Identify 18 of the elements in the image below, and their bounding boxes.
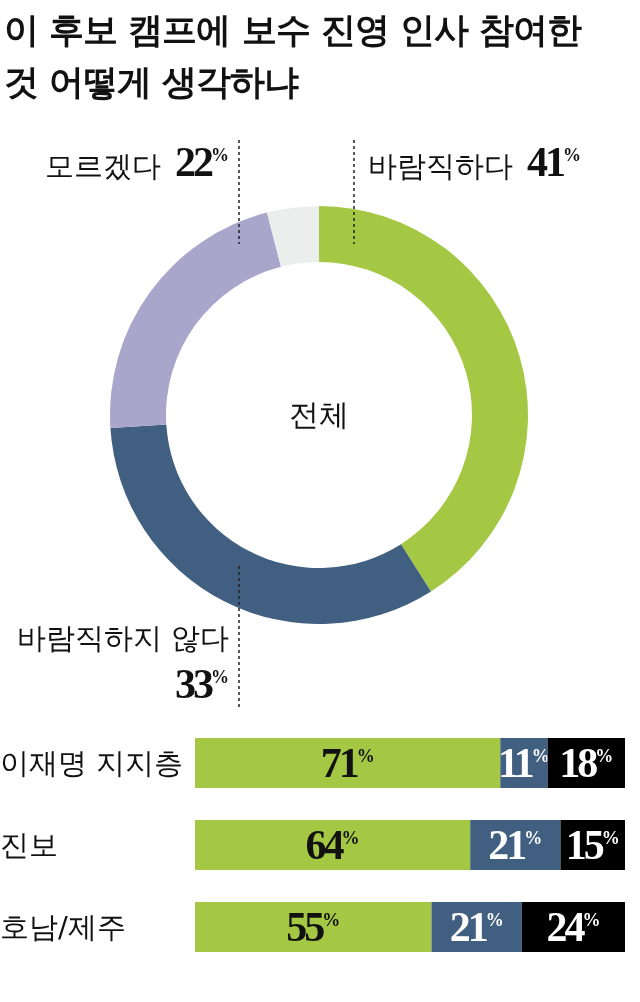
y-tick-label: 호남/제주 [0,910,126,944]
data-label: 24$^{%}$ [546,904,601,950]
data-label: 21$^{%}$ [449,904,504,950]
chart-title: 이 후보 캠프에 보수 진영 인사 참여한 것 어떻게 생각하냐 [4,9,583,104]
data-label: 21$^{%}$ [488,822,543,868]
data-label: 33$^{%}$ [175,661,229,707]
data-label: 64$^{%}$ [305,822,360,868]
text: 전체 [289,397,349,432]
y-tick-label: 진보 [0,828,58,862]
data-label: 55$^{%}$ [286,904,341,950]
data-label: 22$^{%}$ [175,139,229,185]
y-tick-label: 이재명 지지층 [0,746,184,780]
slice-label: 바람직하다 [368,149,513,183]
data-label: 18$^{%}$ [559,740,614,786]
data-label: 71$^{%}$ [320,740,375,786]
slice-label: 모르겠다 [45,149,161,183]
slice-label: 바람직하지 않다 [16,621,229,655]
data-label: 41$^{%}$ [527,139,581,185]
